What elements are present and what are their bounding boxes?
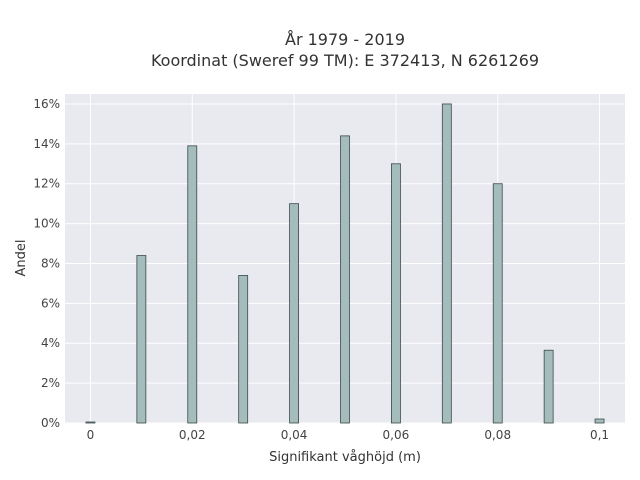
histogram-bar bbox=[136, 255, 147, 424]
bars bbox=[85, 103, 605, 424]
y-tick-label: 6% bbox=[41, 296, 60, 310]
histogram-bar bbox=[340, 135, 350, 424]
x-tick-label: 0,08 bbox=[484, 428, 511, 442]
histogram-bar bbox=[187, 145, 198, 424]
x-tick-label: 0 bbox=[87, 428, 95, 442]
chart-title-line2: Koordinat (Sweref 99 TM): E 372413, N 62… bbox=[151, 51, 539, 70]
histogram-bar bbox=[543, 349, 554, 424]
x-axis-label: Signifikant våghöjd (m) bbox=[269, 450, 421, 465]
histogram-bar bbox=[441, 103, 452, 424]
y-tick-label: 4% bbox=[41, 336, 60, 350]
y-axis-label: Andel bbox=[14, 240, 29, 277]
x-tick-label: 0,1 bbox=[590, 428, 609, 442]
y-tick-label: 12% bbox=[33, 177, 60, 191]
y-tick-label: 14% bbox=[33, 137, 60, 151]
histogram-bar bbox=[289, 203, 299, 424]
x-tick-label: 0,06 bbox=[383, 428, 410, 442]
histogram-bar bbox=[492, 183, 503, 424]
y-tick-label: 8% bbox=[41, 256, 60, 270]
chart-title-line1: År 1979 - 2019 bbox=[285, 30, 405, 49]
y-tick-label: 16% bbox=[33, 97, 60, 111]
histogram-bar bbox=[85, 421, 96, 424]
x-tick-label: 0,02 bbox=[179, 428, 206, 442]
y-tick-label: 10% bbox=[33, 217, 60, 231]
histogram-bar bbox=[391, 163, 401, 424]
y-tick-label: 2% bbox=[41, 376, 60, 390]
histogram-bar bbox=[238, 275, 249, 424]
x-tick-label: 0,04 bbox=[281, 428, 308, 442]
tick-labels: 0% 2% 4% 6% 8% 10% 12% 14% 16% 0 0,02 0,04 0,06 0,08 0… bbox=[33, 97, 609, 442]
histogram-bar bbox=[594, 418, 605, 424]
y-tick-label: 0% bbox=[41, 416, 60, 430]
